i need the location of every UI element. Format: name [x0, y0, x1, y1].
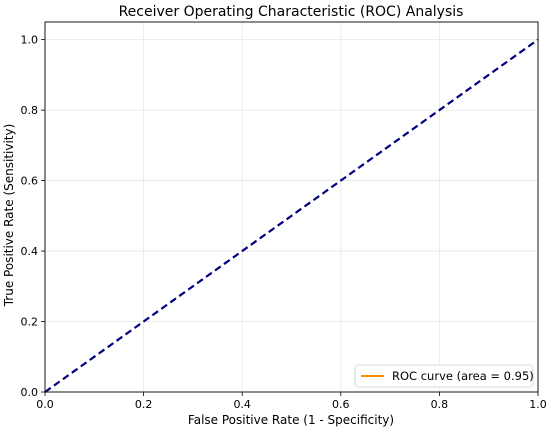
legend: ROC curve (area = 0.95) — [354, 364, 534, 388]
x-tick-label: 0.4 — [233, 398, 251, 411]
x-tick-label: 0.2 — [135, 398, 153, 411]
y-tick-label: 1.0 — [21, 34, 39, 47]
axis-ticks: 0.0 0.2 0.4 0.6 0.8 1.0 0.0 0.2 0.4 0.6 0.8 1.0 — [21, 34, 547, 411]
chart-title: Receiver Operating Characteristic (ROC) … — [119, 4, 464, 20]
legend-label-roc-curve: ROC curve (area = 0.95) — [392, 369, 534, 383]
chance-diagonal-line — [44, 38, 539, 393]
x-tick-label: 0.0 — [36, 398, 54, 411]
x-tick-label: 0.8 — [431, 398, 449, 411]
series-layer — [44, 38, 539, 393]
y-tick-label: 0.8 — [21, 104, 39, 117]
x-axis-label: False Positive Rate (1 - Specificity) — [188, 413, 394, 427]
grid — [44, 22, 539, 393]
y-axis-label: True Positive Rate (Sensitivity) — [2, 124, 16, 308]
x-tick-label: 0.6 — [332, 398, 350, 411]
y-tick-label: 0.6 — [21, 175, 39, 188]
legend-box — [354, 364, 534, 388]
y-tick-label: 0.2 — [21, 316, 39, 329]
y-tick-label: 0.4 — [21, 245, 39, 258]
plot-frame — [44, 21, 539, 393]
y-tick-label: 0.0 — [21, 386, 39, 399]
x-tick-label: 1.0 — [529, 398, 547, 411]
